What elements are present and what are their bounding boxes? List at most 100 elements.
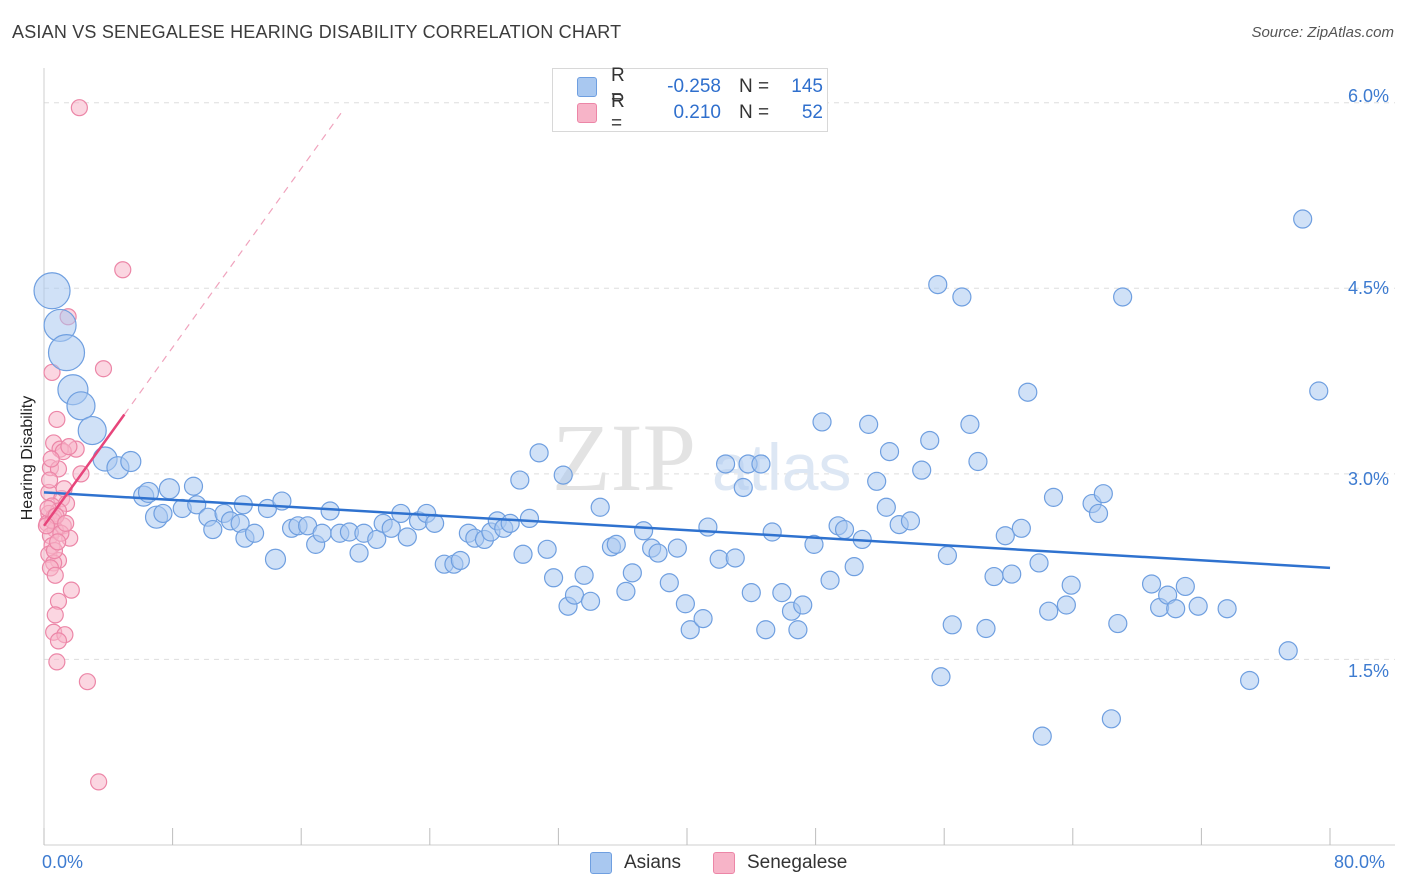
- asian-point: [553, 465, 573, 485]
- asian-point: [47, 334, 86, 372]
- asian-point: [66, 391, 96, 421]
- asian-point: [574, 565, 594, 585]
- asian-point: [513, 544, 533, 564]
- asian-point: [77, 415, 107, 446]
- asian-points: [33, 209, 1329, 746]
- x-tick-min: 0.0%: [42, 852, 84, 872]
- asian-point: [876, 497, 896, 517]
- asian-legend-swatch: [590, 852, 612, 874]
- senegalese-legend-swatch: [713, 852, 735, 874]
- y-tick-label-1-5: 1.5%: [1348, 661, 1390, 681]
- legend-label-senegalese: Senegalese: [747, 852, 848, 873]
- asian-point: [812, 412, 832, 432]
- asian-point: [698, 517, 718, 537]
- asian-point: [709, 549, 729, 569]
- asian-point: [715, 454, 736, 474]
- asian-point: [1088, 503, 1109, 524]
- asian-point: [616, 581, 636, 601]
- senegalese-point: [60, 438, 78, 456]
- asian-point: [772, 583, 792, 603]
- asian-point: [622, 563, 642, 583]
- asian-point: [1043, 487, 1064, 507]
- legend-label-asians: Asians: [624, 852, 682, 873]
- asian-point: [543, 568, 564, 588]
- senegalese-point: [41, 471, 59, 489]
- asian-point: [900, 511, 921, 531]
- y-tick-label-3: 3.0%: [1348, 469, 1390, 489]
- legend-row-asians: R = -0.258 N = 145: [577, 65, 823, 108]
- asian-point: [1039, 601, 1059, 621]
- asian-point: [158, 478, 180, 500]
- r-label: R =: [611, 65, 625, 108]
- grid-lines: [44, 102, 1395, 660]
- asian-point: [1217, 599, 1237, 619]
- asian-point: [960, 414, 980, 434]
- senegalese-point: [94, 360, 113, 378]
- asian-point: [793, 595, 813, 615]
- y-tick-label-6: 6.0%: [1348, 86, 1390, 106]
- asian-point: [976, 618, 996, 639]
- senegalese-point: [49, 632, 68, 650]
- asian-point: [1011, 518, 1031, 538]
- asian-point: [879, 442, 900, 462]
- asian-point: [741, 583, 761, 603]
- senegalese-point: [62, 581, 80, 599]
- senegalese-point: [48, 410, 66, 429]
- asian-point: [510, 470, 530, 490]
- asian-point: [675, 594, 695, 614]
- senegalese-point: [49, 533, 67, 551]
- asian-point: [1240, 670, 1260, 691]
- asian-point: [1018, 382, 1038, 402]
- asian-point: [381, 518, 401, 538]
- asian-point: [264, 548, 287, 570]
- asian-point: [1029, 553, 1049, 573]
- asian-point: [693, 609, 713, 629]
- asian-point: [633, 521, 654, 541]
- asian-point: [564, 585, 585, 605]
- asian-point: [580, 591, 601, 611]
- x-tick-max: 80.0%: [1334, 852, 1386, 872]
- asian-point: [834, 519, 855, 540]
- n-value-asians: 145: [791, 76, 823, 97]
- asian-point: [942, 615, 962, 635]
- asian-point: [984, 566, 1004, 587]
- asian-point: [590, 497, 610, 517]
- n-label: N =: [739, 102, 770, 123]
- asian-point: [733, 477, 753, 498]
- legend-row-senegalese: R = 0.210 N = 52: [577, 91, 823, 134]
- senegalese-point: [46, 606, 64, 624]
- asian-point: [844, 557, 864, 577]
- asian-point: [867, 471, 887, 491]
- asian-point: [1141, 574, 1162, 594]
- asian-point: [153, 503, 173, 524]
- asian-point: [859, 414, 879, 434]
- asian-point: [1278, 641, 1298, 661]
- asian-point: [725, 548, 745, 568]
- senegalese-point: [57, 514, 75, 532]
- senegalese-point: [90, 773, 108, 791]
- legend-item-asians[interactable]: Asians: [590, 852, 681, 874]
- legend-item-senegalese[interactable]: Senegalese: [713, 852, 847, 874]
- n-label: N =: [739, 76, 770, 97]
- asian-point: [1093, 484, 1113, 504]
- asian-point: [500, 513, 520, 533]
- series-legend: Asians Senegalese: [0, 852, 1406, 878]
- senegalese-point: [114, 261, 132, 279]
- asian-point: [756, 620, 776, 640]
- asian-point: [995, 526, 1015, 546]
- asian-point: [519, 508, 540, 529]
- asian-point: [1032, 726, 1052, 746]
- asian-point: [1101, 709, 1121, 729]
- senegalese-trend-extension: [123, 112, 342, 415]
- senegalese-points: [37, 99, 132, 791]
- source-label: Source: ZipAtlas.com: [1251, 24, 1394, 41]
- asian-point: [425, 513, 445, 533]
- r-label: R =: [611, 91, 625, 134]
- asian-point: [537, 539, 557, 559]
- r-value-senegalese: 0.210: [673, 102, 721, 123]
- asian-point: [648, 543, 668, 563]
- senegalese-point: [43, 363, 61, 382]
- senegalese-point: [78, 673, 97, 691]
- asian-point: [1188, 596, 1208, 616]
